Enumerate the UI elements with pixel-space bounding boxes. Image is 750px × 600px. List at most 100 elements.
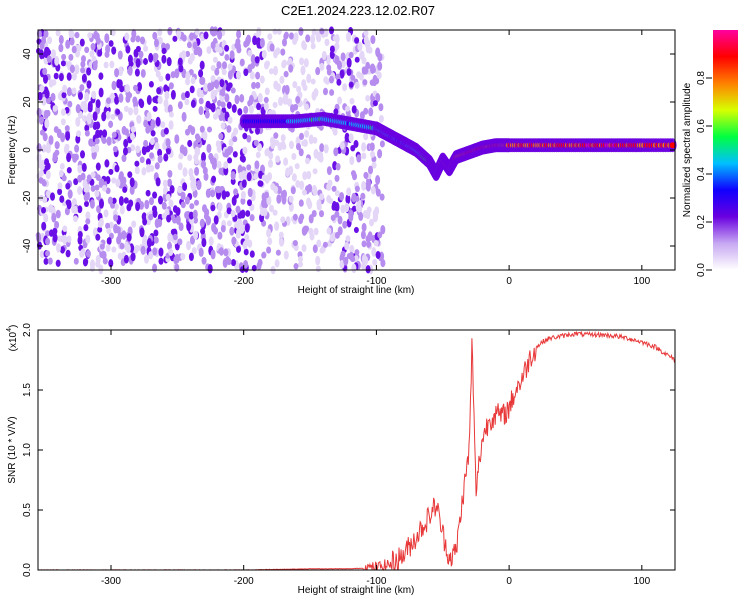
spectrogram-cell: [295, 179, 301, 188]
spectrogram-cell: [155, 177, 161, 187]
spectrogram-cell: [334, 55, 340, 65]
spectrogram-cell: [350, 256, 356, 263]
spectrogram-cell: [340, 204, 346, 214]
spectrogram-cell: [223, 248, 229, 257]
spectrogram-cell: [351, 105, 357, 114]
spectrogram-cell: [95, 121, 101, 130]
spectrogram-cell: [84, 91, 90, 102]
spectrogram-cell: [50, 192, 55, 201]
spectrogram-cell: [302, 84, 308, 91]
spectrogram-cell: [249, 250, 255, 258]
spectrogram-cell: [283, 157, 289, 166]
spectrogram-cell: [266, 246, 272, 254]
spectrogram-cell: [79, 250, 85, 258]
spectrogram-cell: [181, 92, 186, 101]
spectrogram-cell: [39, 164, 45, 171]
spectrogram-cell: [332, 128, 338, 136]
spectrogram-cell: [243, 40, 249, 48]
spectrogram-cell: [279, 75, 285, 84]
spectrogram-cell: [57, 182, 63, 190]
spectrogram-cell: [109, 60, 115, 69]
spectrogram-cell: [308, 214, 314, 224]
spectrogram-cell: [239, 58, 245, 67]
spectrogram-cell: [117, 50, 123, 60]
spectrogram-cell: [348, 81, 354, 88]
spectrogram-cell: [143, 139, 149, 148]
spectrogram-cell: [372, 258, 378, 266]
spectrogram-cell: [216, 185, 221, 194]
spectrogram-cell: [161, 201, 167, 210]
spectrogram-cell: [182, 146, 188, 157]
spectrogram-cell: [331, 185, 337, 192]
spectrogram-cell: [243, 248, 249, 256]
spectrogram-cell: [189, 32, 195, 41]
spectrogram-cell: [121, 154, 127, 163]
spectrogram-cell: [58, 169, 64, 178]
spectrogram-cell: [201, 256, 207, 265]
spectrogram-cell: [241, 170, 247, 180]
spectrogram-cell: [184, 90, 190, 99]
spectrogram-cell: [66, 72, 72, 81]
spectrogram-cell: [240, 209, 246, 219]
spectrogram-cell: [86, 115, 92, 125]
spectrogram-cell: [82, 115, 88, 122]
spectrogram-cell: [41, 96, 47, 106]
spectrogram-cell: [298, 148, 304, 157]
spectrogram-cell: [258, 170, 264, 179]
spectrogram-cell: [46, 55, 52, 63]
spectrogram-cell: [142, 237, 147, 248]
spectrogram-cell: [84, 124, 90, 132]
spectrogram-cell: [330, 214, 336, 221]
spectrogram-cell: [283, 250, 289, 260]
spectrogram-cell: [244, 234, 250, 242]
spectrogram-cell: [160, 121, 166, 129]
spectrogram-cell: [141, 212, 147, 221]
spectrogram-cell: [299, 180, 305, 190]
spectrogram-cell: [42, 67, 48, 76]
colorbar-tick-label: 0.0: [696, 263, 707, 277]
y-tick-label: 1.0: [22, 443, 33, 457]
spectrogram-cell: [348, 51, 354, 59]
spectrogram-cell: [190, 126, 196, 136]
spectrogram-cell: [60, 246, 65, 254]
spectrogram-cell: [316, 239, 322, 248]
spectrogram-cell: [135, 201, 141, 212]
snr-multiplier-base: (x10: [8, 331, 19, 351]
spectrogram-cell: [211, 175, 217, 183]
spectrogram-cell: [279, 237, 284, 247]
spectrogram-cell: [308, 227, 314, 236]
spectrogram-cell: [346, 187, 352, 197]
spectrogram-cell: [71, 72, 77, 81]
spectrogram-cell: [245, 210, 251, 217]
spectrogram-cell: [346, 68, 352, 76]
spectrogram-cell: [47, 36, 53, 45]
spectrogram-cell: [174, 134, 180, 144]
snr-multiplier-exponent: 4: [6, 328, 13, 332]
spectrogram-cell: [203, 31, 209, 40]
snr-x-ticks: -300 -200 -100 0 100: [101, 330, 651, 587]
spectrogram-cell: [360, 192, 366, 200]
spectrogram-cell: [44, 118, 50, 129]
spectrogram-cell: [255, 81, 261, 89]
spectrogram-cell: [105, 222, 111, 230]
spectrogram-cell: [211, 222, 217, 233]
spectrogram-cell: [237, 108, 243, 116]
spectrogram-cell: [311, 209, 317, 218]
spectrogram-cell: [257, 180, 263, 187]
spectrogram-cell: [97, 49, 103, 57]
spectrogram-cell: [126, 233, 132, 242]
spectrogram-cell: [215, 108, 221, 116]
spectrogram-cell: [73, 257, 79, 265]
spectrogram-cell: [168, 82, 174, 90]
spectrogram-cell: [52, 105, 58, 112]
spectrogram-cell: [224, 93, 230, 103]
spectrogram-cell: [144, 254, 149, 264]
spectrogram-cell: [369, 218, 374, 227]
spectrogram-cell: [264, 191, 269, 199]
spectrogram-cell: [81, 162, 87, 172]
spectrogram-cell: [281, 143, 287, 150]
spectrogram-cell: [355, 202, 361, 212]
spectrogram-cell: [117, 252, 123, 260]
spectrogram-cell: [326, 227, 332, 235]
